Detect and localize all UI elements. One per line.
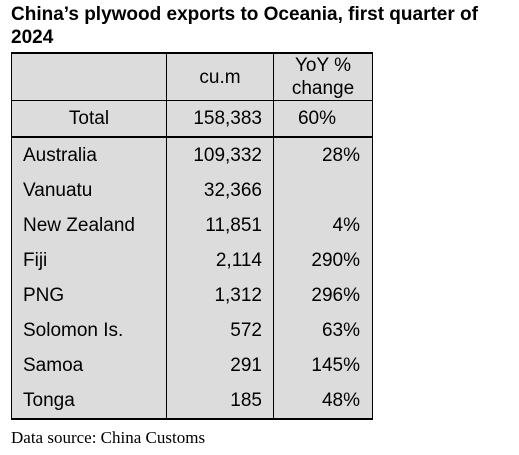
- table-row: Australia 109,332 28%: [11, 137, 373, 173]
- country-volume: 291: [166, 348, 274, 383]
- exports-table: cu.m YoY % change Total 158,383 60% Aust…: [11, 52, 373, 420]
- header-cell-empty: [11, 52, 167, 101]
- country-yoy: 145%: [273, 348, 373, 383]
- country-volume: 2,114: [166, 243, 274, 278]
- total-yoy: 60%: [273, 100, 373, 138]
- header-yoy-line2: change: [291, 78, 355, 99]
- total-label: Total: [11, 100, 167, 138]
- header-volume: cu.m: [166, 52, 274, 101]
- data-source-note: Data source: China Customs: [11, 428, 206, 447]
- country-volume: 32,366: [166, 173, 274, 208]
- country-name: Fiji: [11, 243, 167, 278]
- country-volume: 572: [166, 313, 274, 348]
- table-row: Samoa 291 145%: [11, 348, 373, 383]
- country-volume: 11,851: [166, 208, 274, 243]
- country-yoy: [273, 173, 373, 208]
- country-volume: 1,312: [166, 278, 274, 313]
- country-name: Solomon Is.: [11, 313, 167, 348]
- header-yoy-line1: YoY %: [295, 55, 351, 76]
- country-name: Vanuatu: [11, 173, 167, 208]
- table-row: Tonga 185 48%: [11, 383, 373, 420]
- total-volume: 158,383: [166, 100, 274, 138]
- country-name: New Zealand: [11, 208, 167, 243]
- country-yoy: 63%: [273, 313, 373, 348]
- country-yoy: 290%: [273, 243, 373, 278]
- country-name: PNG: [11, 278, 167, 313]
- country-yoy: 296%: [273, 278, 373, 313]
- total-row: Total 158,383 60%: [11, 100, 373, 138]
- table-row: PNG 1,312 296%: [11, 278, 373, 313]
- country-yoy: 48%: [273, 383, 373, 420]
- country-yoy: 4%: [273, 208, 373, 243]
- table-row: Fiji 2,114 290%: [11, 243, 373, 278]
- table-row: Solomon Is. 572 63%: [11, 313, 373, 348]
- country-name: Samoa: [11, 348, 167, 383]
- country-volume: 109,332: [166, 137, 274, 173]
- country-volume: 185: [166, 383, 274, 420]
- table-title: China’s plywood exports to Oceania, firs…: [11, 4, 478, 48]
- header-yoy: YoY % change: [273, 52, 373, 101]
- table-row: New Zealand 11,851 4%: [11, 208, 373, 243]
- country-name: Australia: [11, 137, 167, 173]
- table-row: Vanuatu 32,366: [11, 173, 373, 208]
- country-name: Tonga: [11, 383, 167, 420]
- header-row: cu.m YoY % change: [11, 52, 373, 101]
- country-yoy: 28%: [273, 137, 373, 173]
